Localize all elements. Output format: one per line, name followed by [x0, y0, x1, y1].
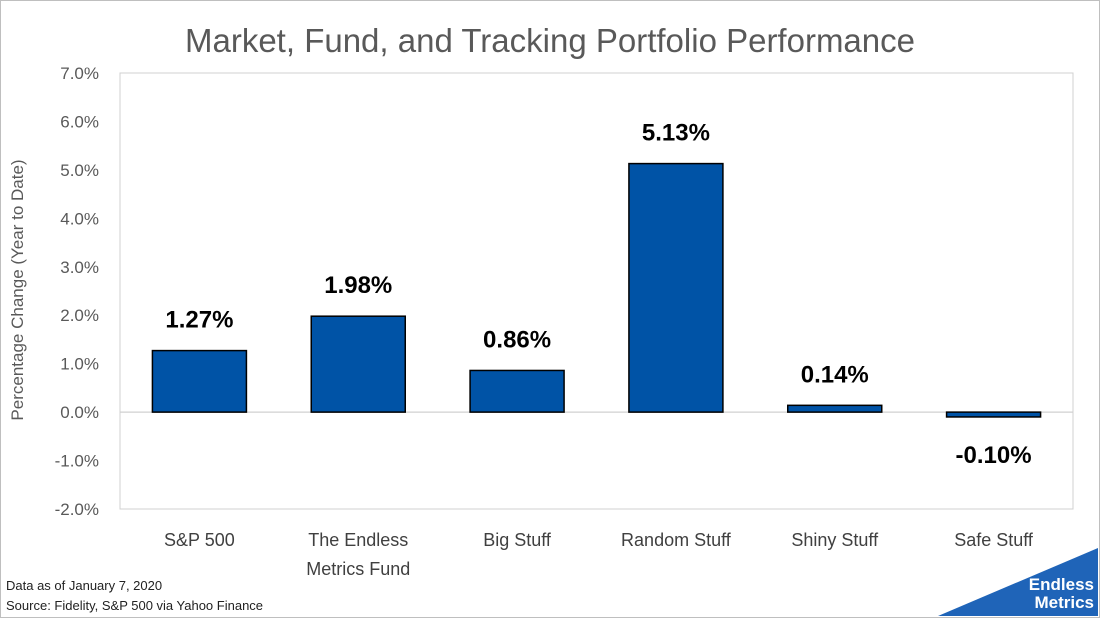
y-tick-label: 2.0% [60, 306, 99, 325]
plot-area-border [119, 72, 1074, 510]
x-tick-label: Random Stuff [621, 530, 732, 550]
data-label: 5.13% [642, 120, 710, 147]
bar [945, 411, 1042, 418]
bar [310, 315, 406, 413]
x-tick-label: The Endless Metrics Fund [306, 530, 410, 579]
y-tick-label: 7.0% [60, 64, 99, 83]
y-tick-label: 0.0% [60, 403, 99, 422]
y-tick-label: 1.0% [60, 355, 99, 374]
bar [469, 369, 565, 413]
y-tick-label: 3.0% [60, 258, 99, 277]
x-tick-label: S&P 500 [164, 530, 235, 550]
bar [151, 349, 248, 413]
data-label: -0.10% [956, 442, 1032, 469]
source-footnote: Source: Fidelity, S&P 500 via Yahoo Fina… [6, 598, 264, 613]
data-label: 0.86% [483, 326, 551, 353]
logo-text: Endless Metrics [1029, 576, 1094, 612]
y-tick-label: 4.0% [60, 209, 99, 228]
bar [628, 162, 724, 413]
data-label: 1.98% [324, 272, 392, 299]
bar [787, 404, 883, 413]
data-label: 1.27% [165, 307, 233, 334]
y-tick-label: 5.0% [60, 161, 99, 180]
x-tick-label: Shiny Stuff [791, 530, 879, 550]
chart-title: Market, Fund, and Tracking Portfolio Per… [185, 22, 915, 59]
date-footnote: Data as of January 7, 2020 [6, 578, 163, 593]
logo-line-2: Metrics [1034, 593, 1094, 612]
y-tick-label: 6.0% [60, 112, 99, 131]
data-label: 0.14% [801, 361, 869, 388]
logo-line-1: Endless [1028, 575, 1094, 594]
y-tick-label: -2.0% [55, 500, 99, 519]
x-tick-label: Big Stuff [483, 530, 552, 550]
x-tick-label: Safe Stuff [954, 530, 1034, 550]
y-tick-label: -1.0% [55, 452, 99, 471]
